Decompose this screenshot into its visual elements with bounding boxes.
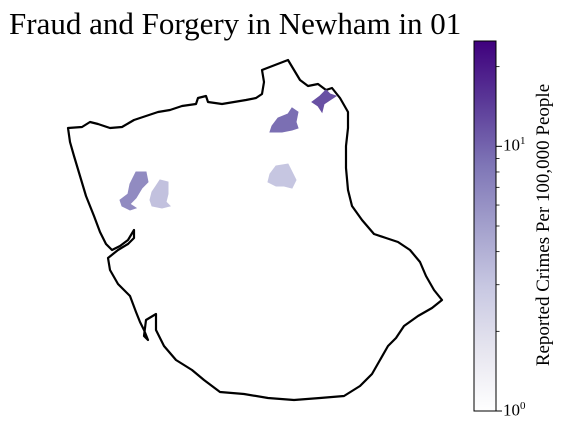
region-far-north-east: [311, 89, 338, 114]
colorbar: [473, 40, 497, 412]
borough-boundary: [66, 58, 444, 402]
colorbar-ticks: [496, 66, 502, 412]
colorbar-label: Reported Crimes Per 100,000 People: [533, 83, 554, 367]
colorbar-tick-label: 101: [503, 135, 526, 155]
map-title: Fraud and Forgery in Newham in 01: [9, 6, 462, 41]
region-west-adjacent: [149, 179, 171, 209]
region-east-north: [269, 107, 299, 133]
colorbar-tick-label: 100: [503, 400, 526, 420]
region-central: [267, 163, 297, 189]
region-west: [119, 171, 149, 211]
